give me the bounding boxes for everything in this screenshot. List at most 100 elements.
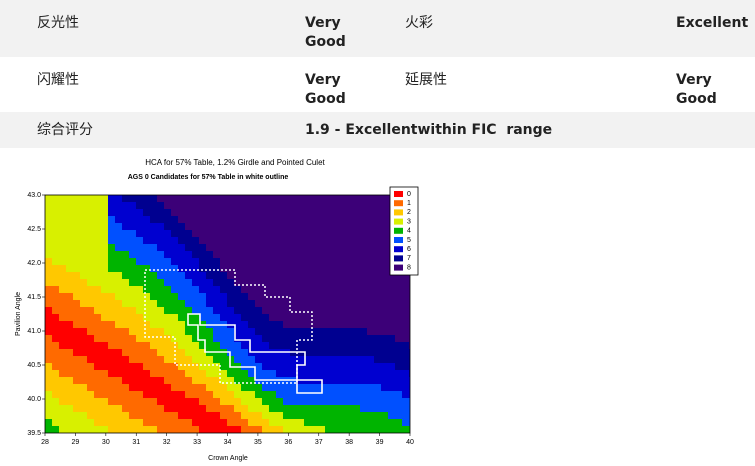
- heat-cell: [108, 398, 115, 405]
- heat-cell: [339, 300, 346, 307]
- heat-cell: [52, 258, 59, 265]
- heat-cell: [206, 370, 213, 377]
- heat-cell: [297, 342, 304, 349]
- heat-cell: [206, 377, 213, 384]
- heat-cell: [388, 314, 395, 321]
- heat-cell: [94, 398, 101, 405]
- heat-cell: [248, 412, 255, 419]
- heat-cell: [332, 335, 339, 342]
- heat-cell: [318, 244, 325, 251]
- heat-cell: [108, 209, 115, 216]
- heat-cell: [353, 300, 360, 307]
- heat-cell: [297, 412, 304, 419]
- heat-cell: [178, 279, 185, 286]
- heat-cell: [346, 321, 353, 328]
- heat-cell: [262, 244, 269, 251]
- heat-cell: [66, 244, 73, 251]
- heat-cell: [94, 230, 101, 237]
- heat-cell: [73, 258, 80, 265]
- heat-cell: [332, 328, 339, 335]
- heat-cell: [136, 244, 143, 251]
- legend-label: 0: [407, 191, 411, 198]
- heat-cell: [409, 321, 410, 328]
- heat-cell: [52, 251, 59, 258]
- heat-cell: [262, 363, 269, 370]
- heat-cell: [59, 356, 66, 363]
- heat-cell: [185, 279, 192, 286]
- heat-cell: [241, 209, 248, 216]
- heat-cell: [227, 335, 234, 342]
- heat-cell: [122, 328, 129, 335]
- heat-cell: [318, 412, 325, 419]
- heat-cell: [269, 398, 276, 405]
- heat-cell: [283, 426, 290, 433]
- heat-cell: [374, 328, 381, 335]
- heat-cell: [290, 405, 297, 412]
- heat-cell: [164, 209, 171, 216]
- heat-cell: [381, 223, 388, 230]
- heat-cell: [115, 286, 122, 293]
- heat-cell: [353, 349, 360, 356]
- heat-cell: [45, 237, 52, 244]
- heat-cell: [248, 307, 255, 314]
- heat-cell: [276, 230, 283, 237]
- heat-cell: [178, 216, 185, 223]
- heat-cell: [192, 335, 199, 342]
- heat-cell: [157, 258, 164, 265]
- heat-cell: [297, 405, 304, 412]
- heat-cell: [171, 244, 178, 251]
- heat-cell: [381, 370, 388, 377]
- heat-cell: [297, 244, 304, 251]
- heat-cell: [199, 293, 206, 300]
- heat-cell: [87, 412, 94, 419]
- heat-cell: [136, 293, 143, 300]
- heat-cell: [59, 293, 66, 300]
- table-row: 闪耀性 Very Good 延展性 Very Good: [0, 57, 755, 112]
- heat-cell: [199, 195, 206, 202]
- heat-cell: [311, 209, 318, 216]
- heat-cell: [185, 356, 192, 363]
- heat-cell: [206, 265, 213, 272]
- heat-cell: [157, 363, 164, 370]
- heat-cell: [374, 202, 381, 209]
- heat-cell: [367, 251, 374, 258]
- heat-cell: [325, 426, 332, 433]
- heat-cell: [269, 314, 276, 321]
- heat-cell: [115, 293, 122, 300]
- heat-cell: [374, 391, 381, 398]
- heat-cell: [255, 419, 262, 426]
- heat-cell: [276, 223, 283, 230]
- heat-cell: [157, 426, 164, 433]
- heat-cell: [66, 202, 73, 209]
- heat-cell: [339, 202, 346, 209]
- heat-cell: [157, 349, 164, 356]
- heat-cell: [45, 356, 52, 363]
- heat-cell: [374, 279, 381, 286]
- heat-cell: [45, 314, 52, 321]
- heat-cell: [185, 391, 192, 398]
- heat-cell: [402, 335, 409, 342]
- heat-cell: [234, 237, 241, 244]
- heat-cell: [101, 286, 108, 293]
- heat-cell: [192, 398, 199, 405]
- heat-cell: [346, 342, 353, 349]
- heat-cell: [360, 258, 367, 265]
- heat-cell: [59, 209, 66, 216]
- heat-cell: [325, 370, 332, 377]
- heat-cell: [101, 391, 108, 398]
- heat-cell: [59, 251, 66, 258]
- heat-cell: [374, 405, 381, 412]
- heat-cell: [304, 237, 311, 244]
- heat-cell: [185, 272, 192, 279]
- heat-cell: [262, 321, 269, 328]
- heat-cell: [227, 293, 234, 300]
- heat-cell: [374, 426, 381, 433]
- heat-cell: [73, 286, 80, 293]
- heat-cell: [101, 412, 108, 419]
- heat-cell: [122, 216, 129, 223]
- heat-cell: [318, 405, 325, 412]
- heat-cell: [318, 272, 325, 279]
- heat-cell: [129, 307, 136, 314]
- heat-cell: [227, 384, 234, 391]
- heat-cell: [178, 272, 185, 279]
